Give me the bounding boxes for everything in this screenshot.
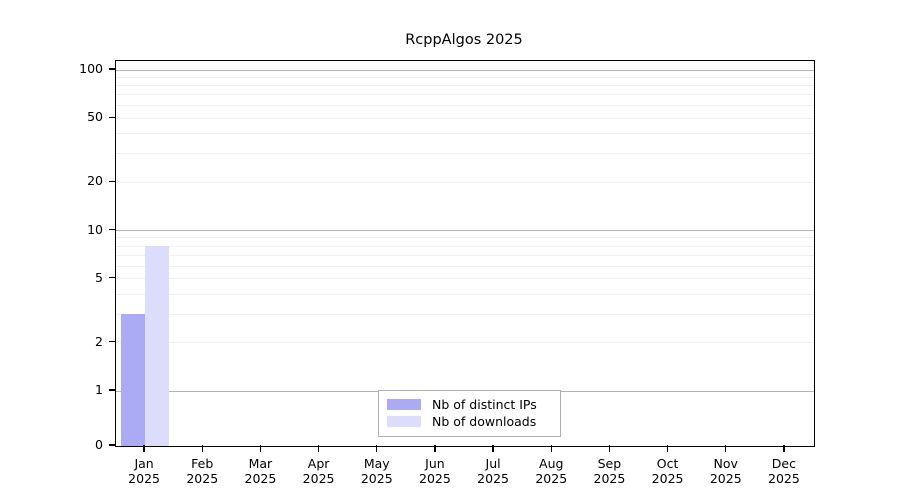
gridline-minor-70 xyxy=(116,94,814,96)
x-tick-label-jan: Jan 2025 xyxy=(104,456,184,486)
legend-label-2: Nb of downloads xyxy=(432,414,537,429)
x-tick-label-nov: Nov 2025 xyxy=(686,456,766,486)
gridline-minor-50 xyxy=(116,117,814,119)
x-tick-mark-jan xyxy=(143,445,145,452)
x-tick-label-apr: Apr 2025 xyxy=(279,456,359,486)
x-tick-month: Mar xyxy=(248,456,273,471)
gridline-minor-3 xyxy=(116,313,814,315)
x-tick-month: May xyxy=(363,456,390,471)
x-tick-month: Jul xyxy=(485,456,501,471)
x-tick-month: Sep xyxy=(597,456,622,471)
y-tick-mark-10 xyxy=(109,228,116,231)
y-tick-label-1: 1 xyxy=(95,382,103,397)
legend-swatch-2 xyxy=(387,416,421,427)
x-tick-year: 2025 xyxy=(709,471,742,486)
gridline-minor-90 xyxy=(116,76,814,78)
x-tick-year: 2025 xyxy=(302,471,335,486)
x-tick-label-jun: Jun 2025 xyxy=(395,456,475,486)
gridline-minor-6 xyxy=(116,265,814,267)
x-tick-year: 2025 xyxy=(651,471,684,486)
x-tick-mark-jun xyxy=(434,445,436,452)
chart-title: RcppAlgos 2025 xyxy=(405,32,523,48)
x-tick-year: 2025 xyxy=(244,471,277,486)
y-tick-mark-100 xyxy=(109,68,116,70)
y-tick-label-100: 100 xyxy=(79,61,103,76)
y-tick-label-5: 5 xyxy=(95,269,103,285)
x-tick-mark-may xyxy=(376,445,378,452)
x-tick-label-may: May 2025 xyxy=(337,456,417,486)
gridline-minor-7 xyxy=(116,254,814,256)
gridline-minor-80 xyxy=(116,85,814,87)
x-tick-year: 2025 xyxy=(128,471,160,486)
gridline-minor-60 xyxy=(116,105,814,107)
y-tick-mark-2 xyxy=(109,341,116,343)
y-tick-label-2: 2 xyxy=(95,333,103,349)
bars-layer xyxy=(116,61,814,446)
x-tick-year: 2025 xyxy=(593,471,626,486)
gridline-minor-5 xyxy=(116,278,814,280)
y-tick-mark-1 xyxy=(109,389,116,391)
legend-item-2: Nb of downloads xyxy=(387,413,552,430)
x-tick-month: Jun xyxy=(425,456,445,471)
chart-legend: Nb of distinct IPs Nb of downloads xyxy=(378,390,561,437)
plot-area xyxy=(115,60,815,447)
bar-jan-2025-series-2 xyxy=(145,246,170,446)
x-tick-mark-apr xyxy=(317,445,320,452)
y-tick-mark-5 xyxy=(109,277,116,279)
y-tick-label-20: 20 xyxy=(87,173,103,189)
x-tick-mark-oct xyxy=(666,445,669,452)
gridline-minor-2 xyxy=(116,342,814,344)
gridline-minor-8 xyxy=(116,245,814,247)
x-tick-mark-nov xyxy=(725,445,727,452)
x-tick-year: 2025 xyxy=(768,471,800,486)
y-tick-mark-50 xyxy=(109,116,116,118)
gridline-minor-40 xyxy=(116,133,814,135)
gridline-minor-30 xyxy=(116,153,814,155)
x-tick-label-aug: Aug 2025 xyxy=(511,456,591,486)
x-tick-month: Nov xyxy=(713,456,738,471)
x-tick-month: Apr xyxy=(307,456,330,471)
gridline-minor-9 xyxy=(116,237,814,239)
x-tick-year: 2025 xyxy=(360,471,393,486)
x-tick-label-oct: Oct 2025 xyxy=(628,456,708,486)
y-tick-mark-0 xyxy=(109,444,116,446)
x-tick-month: Oct xyxy=(656,456,679,471)
x-tick-year: 2025 xyxy=(535,471,568,486)
x-tick-year: 2025 xyxy=(419,471,451,486)
y-tick-mark-20 xyxy=(109,180,116,182)
legend-item-1: Nb of distinct IPs xyxy=(387,396,552,413)
bar-jan-2025-series-1 xyxy=(121,314,146,446)
x-tick-month: Feb xyxy=(191,456,214,471)
x-tick-month: Dec xyxy=(771,456,796,471)
x-tick-label-mar: Mar 2025 xyxy=(220,456,300,486)
gridline-minor-4 xyxy=(116,293,814,295)
x-tick-mark-jul xyxy=(492,445,494,452)
gridline-minor-20 xyxy=(116,181,814,183)
x-tick-mark-aug xyxy=(550,445,552,452)
gridline-major-10 xyxy=(116,230,814,231)
x-tick-label-feb: Feb 2025 xyxy=(162,456,242,486)
x-tick-label-jul: Jul 2025 xyxy=(453,456,533,486)
x-tick-mark-mar xyxy=(259,445,262,452)
y-tick-label-0: 0 xyxy=(95,437,103,452)
x-tick-year: 2025 xyxy=(477,471,509,486)
x-tick-label-sep: Sep 2025 xyxy=(569,456,649,486)
x-tick-month: Aug xyxy=(539,456,564,471)
x-tick-mark-sep xyxy=(608,445,611,452)
gridline-major-100 xyxy=(116,69,814,71)
x-tick-mark-dec xyxy=(783,445,785,452)
x-tick-year: 2025 xyxy=(186,471,219,486)
legend-label-1: Nb of distinct IPs xyxy=(432,397,537,412)
x-tick-mark-feb xyxy=(201,445,203,452)
y-tick-label-50: 50 xyxy=(87,109,103,125)
x-tick-month: Jan xyxy=(134,456,154,471)
x-tick-label-dec: Dec 2025 xyxy=(744,456,824,486)
y-tick-label-10: 10 xyxy=(87,221,103,237)
legend-swatch-1 xyxy=(387,399,421,410)
